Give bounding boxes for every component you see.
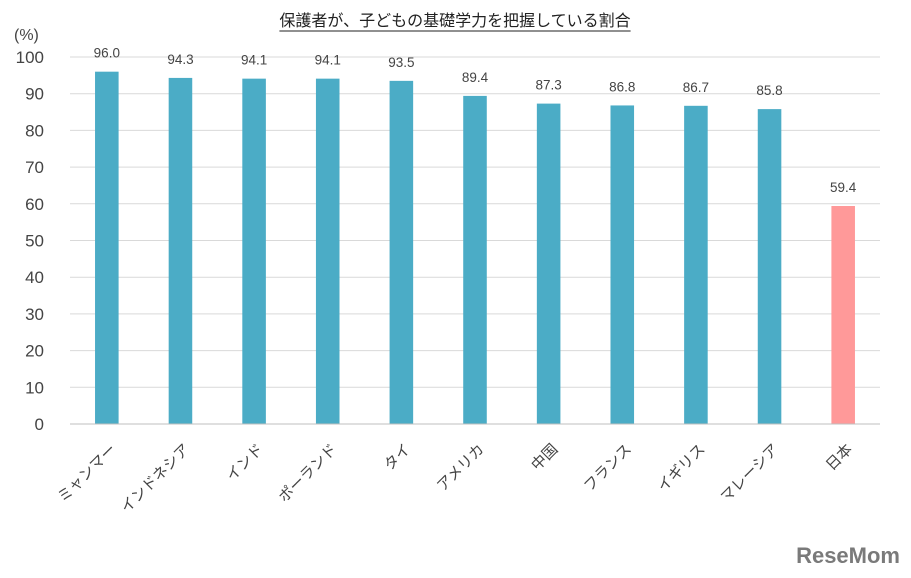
- bar: [536, 103, 561, 424]
- data-label: 59.4: [830, 180, 857, 195]
- data-label: 86.8: [609, 79, 635, 94]
- chart-title: 保護者が、子どもの基礎学力を把握している割合: [279, 11, 630, 30]
- x-tick-label: ミャンマー: [54, 440, 120, 506]
- data-label: 94.3: [167, 52, 193, 67]
- bar: [610, 105, 635, 424]
- y-tick-label: 90: [25, 85, 44, 104]
- x-tick-label: インドネシア: [117, 440, 193, 516]
- bars: [95, 71, 855, 425]
- bar: [242, 78, 266, 424]
- data-label: 87.3: [535, 78, 561, 93]
- y-tick-label: 30: [25, 305, 44, 324]
- x-tick-label: 日本: [822, 440, 856, 474]
- bar: [389, 80, 414, 424]
- y-tick-label: 100: [16, 48, 44, 67]
- data-label: 85.8: [756, 83, 782, 98]
- data-label: 96.0: [94, 46, 120, 61]
- data-label: 94.1: [241, 53, 267, 68]
- resemom-logo: ReseMom: [796, 543, 900, 568]
- y-unit-label: (%): [14, 27, 39, 44]
- y-tick-label: 70: [25, 158, 44, 177]
- bar: [831, 206, 855, 424]
- x-tick-label: マレーシア: [717, 440, 783, 506]
- bar: [757, 109, 782, 424]
- y-tick-label: 10: [25, 378, 44, 397]
- x-tick-label: 中国: [528, 440, 562, 474]
- y-tick-label: 60: [25, 195, 44, 214]
- bar: [95, 71, 119, 425]
- x-tick-label: アメリカ: [433, 440, 488, 495]
- y-tick-label: 80: [25, 121, 44, 140]
- bar: [315, 78, 340, 424]
- y-tick-label: 20: [25, 342, 44, 361]
- data-label: 93.5: [388, 55, 414, 70]
- y-tick-label: 50: [25, 232, 44, 251]
- bar: [684, 105, 708, 424]
- y-tick-label: 0: [35, 415, 44, 434]
- data-label: 94.1: [315, 53, 341, 68]
- x-tick-label: タイ: [380, 440, 414, 474]
- y-tick-label: 40: [25, 268, 44, 287]
- x-tick-label: イギリス: [654, 440, 709, 495]
- bar: [463, 95, 487, 424]
- data-label: 89.4: [462, 70, 489, 85]
- x-tick-label: フランス: [580, 440, 635, 495]
- y-axis-ticks: 0 10 20 30 40 50 60 70 80 90 100: [16, 48, 44, 434]
- value-labels: 96.0 94.3 94.1 94.1 93.5 89.4 87.3 86.8 86.7 85.8…: [94, 46, 857, 195]
- data-label: 86.7: [683, 80, 709, 95]
- bar: [168, 77, 193, 424]
- x-tick-label: インド: [222, 440, 267, 485]
- x-tick-label: ポーランド: [275, 440, 341, 506]
